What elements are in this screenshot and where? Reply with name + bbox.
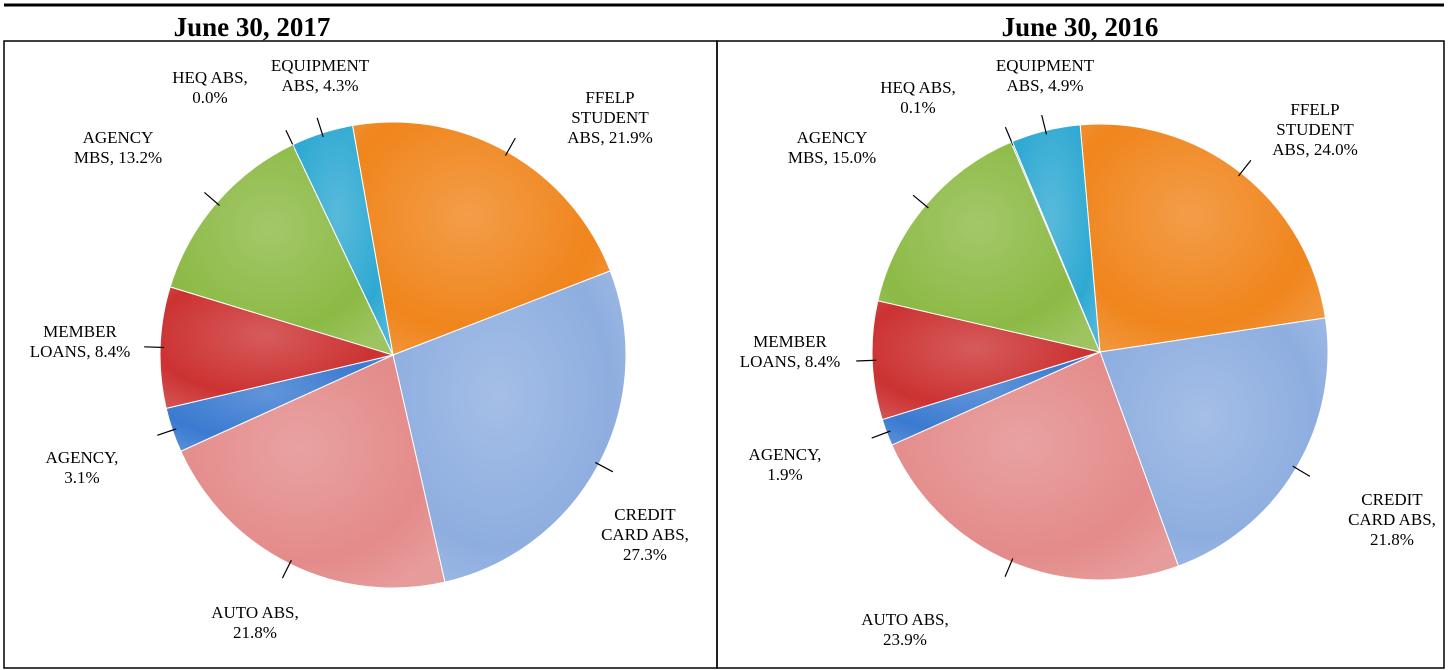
data-label: AUTO ABS, 23.9% <box>855 610 955 650</box>
data-label: AGENCY, 3.1% <box>42 448 122 488</box>
category-label: FFELP STUDENT ABS, <box>1272 100 1354 159</box>
leader-line <box>281 559 292 579</box>
chart-title: June 30, 2016 <box>1001 12 1159 42</box>
category-label: AUTO ABS, <box>211 603 299 622</box>
value-label: 4.9% <box>1048 76 1084 95</box>
panel-border <box>716 40 1445 669</box>
category-label: FFELP STUDENT ABS, <box>567 88 649 147</box>
category-label: CREDIT CARD ABS, <box>601 505 689 544</box>
leader-line <box>912 194 929 209</box>
leader-line <box>157 428 177 436</box>
category-label: AUTO ABS, <box>861 610 949 629</box>
value-label: 3.1% <box>64 468 100 487</box>
leader-line <box>144 346 165 349</box>
leader-line <box>1292 465 1311 477</box>
data-label: HEQ ABS, 0.0% <box>170 68 250 108</box>
value-label: 0.0% <box>192 88 228 107</box>
value-label: 21.9% <box>608 128 653 147</box>
data-label: CREDIT CARD ABS, 21.8% <box>1342 490 1442 550</box>
value-label: 4.3% <box>323 76 359 95</box>
data-label: FFELP STUDENT ABS, 21.9% <box>563 88 658 148</box>
leader-line <box>871 430 891 439</box>
value-label: 8.4% <box>94 342 131 361</box>
value-label: 8.4% <box>804 352 841 371</box>
data-label: AGENCY, 1.9% <box>745 445 825 485</box>
value-label: 15.0% <box>832 148 877 167</box>
category-label: MEMBER LOANS, <box>29 322 117 361</box>
category-label: AGENCY, <box>45 448 119 467</box>
leader-line <box>594 461 614 473</box>
value-label: 21.8% <box>233 623 277 642</box>
category-label: HEQ ABS, <box>880 78 956 97</box>
category-label: HEQ ABS, <box>172 68 248 87</box>
chart-title: June 30, 2017 <box>173 12 331 42</box>
leader-line <box>1041 114 1048 135</box>
value-label: 13.2% <box>118 148 163 167</box>
data-label: FFELP STUDENT ABS, 24.0% <box>1268 100 1363 160</box>
category-label: AGENCY MBS, <box>787 128 868 167</box>
category-label: EQUIPMENT ABS, <box>995 56 1095 95</box>
value-label: 21.8% <box>1370 530 1414 549</box>
category-label: EQUIPMENT ABS, <box>270 56 370 95</box>
data-label: AGENCY MBS, 13.2% <box>63 128 173 168</box>
value-label: 24.0% <box>1313 140 1358 159</box>
data-label: HEQ ABS, 0.1% <box>878 78 958 118</box>
data-label: MEMBER LOANS, 8.4% <box>735 332 845 372</box>
leader-line <box>504 137 516 156</box>
data-label: AGENCY MBS, 15.0% <box>777 128 887 168</box>
category-label: AGENCY, <box>748 445 822 464</box>
leader-line <box>1238 159 1252 177</box>
value-label: 0.1% <box>900 98 936 117</box>
data-label: CREDIT CARD ABS, 27.3% <box>595 505 695 565</box>
data-label: AUTO ABS, 21.8% <box>205 603 305 643</box>
value-label: 1.9% <box>767 465 803 484</box>
category-label: AGENCY MBS, <box>73 128 154 167</box>
data-label: MEMBER LOANS, 8.4% <box>25 322 135 362</box>
value-label: 23.9% <box>883 630 927 649</box>
value-label: 27.3% <box>623 545 667 564</box>
leader-line <box>204 191 220 206</box>
data-label: EQUIPMENT ABS, 4.3% <box>270 56 370 96</box>
category-label: MEMBER LOANS, <box>739 332 827 371</box>
leader-line <box>1004 126 1014 146</box>
leader-line <box>1004 558 1014 578</box>
leader-line <box>856 359 877 362</box>
category-label: CREDIT CARD ABS, <box>1348 490 1436 529</box>
data-label: EQUIPMENT ABS, 4.9% <box>995 56 1095 96</box>
leader-line <box>316 117 324 138</box>
